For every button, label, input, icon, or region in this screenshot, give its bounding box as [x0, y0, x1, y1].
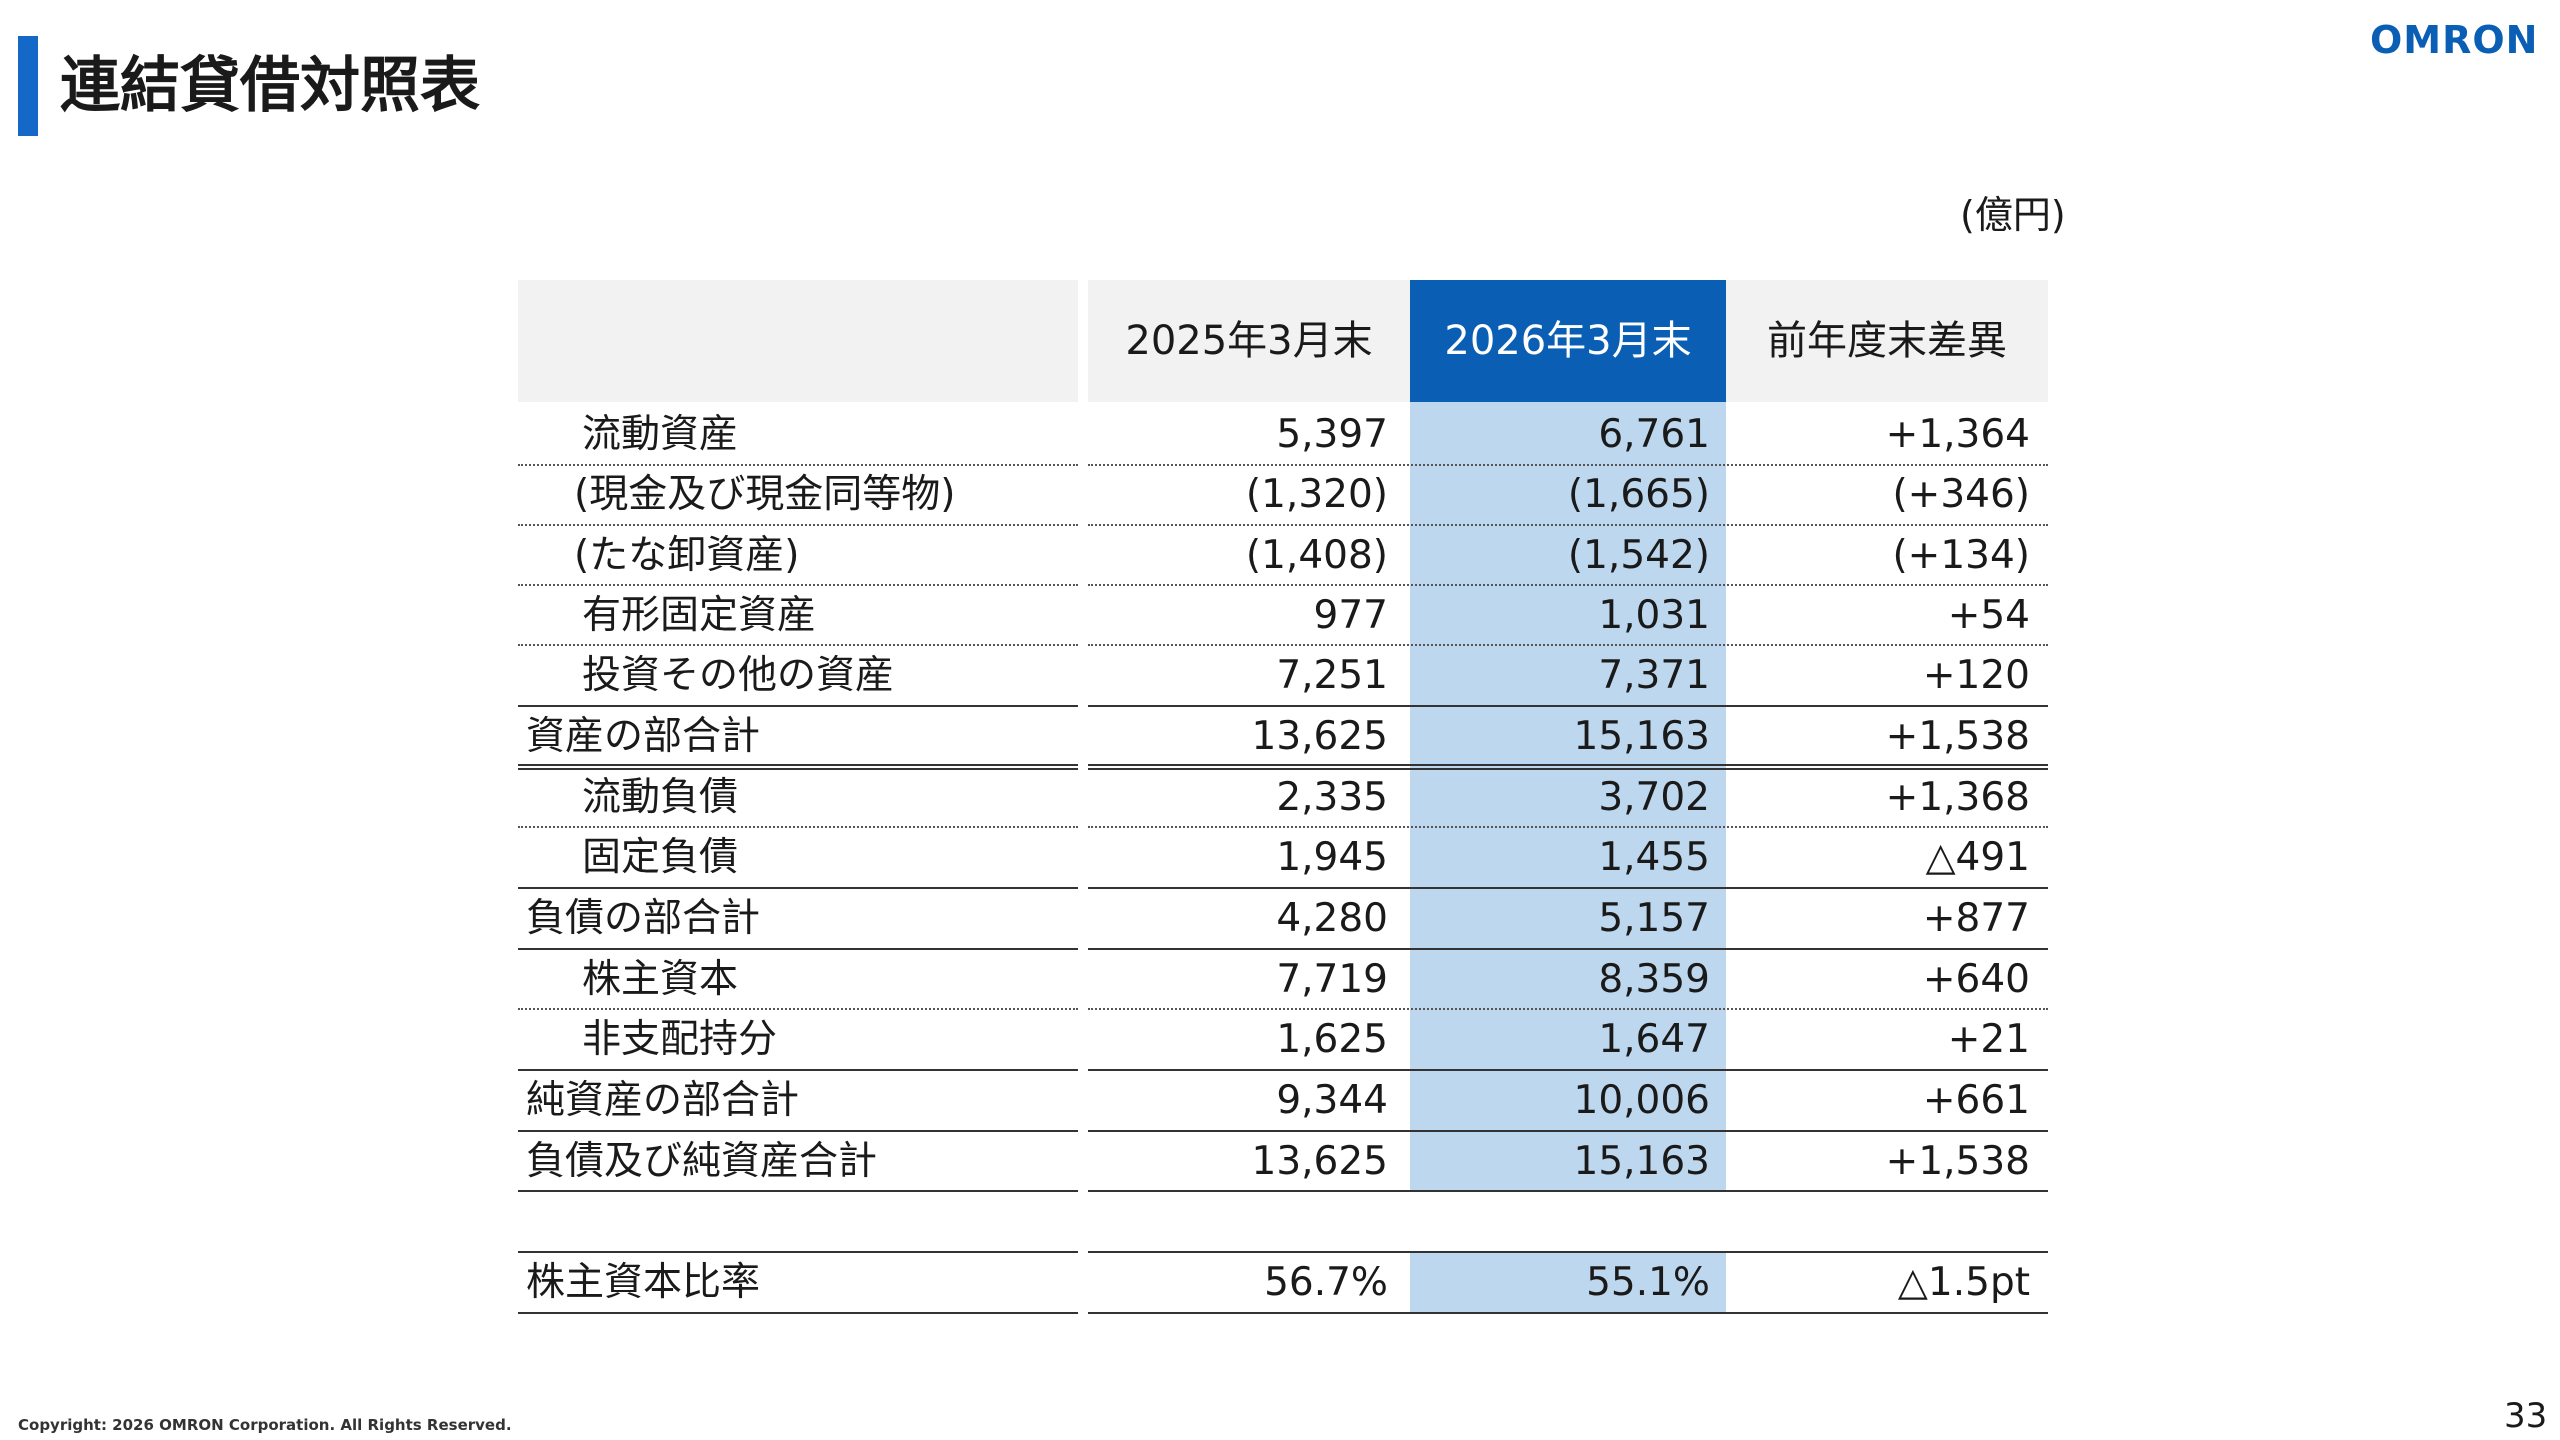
value-fy2025: 13,625 [1251, 1139, 1388, 1184]
value-fy2025: 13,625 [1251, 714, 1388, 759]
value-fy2025: 9,344 [1276, 1078, 1388, 1123]
value-fy2025: 977 [1313, 593, 1388, 638]
page-title: 連結貸借対照表 [60, 51, 480, 121]
value-fy2026: 55.1% [1586, 1260, 1710, 1305]
page-number: 33 [2504, 1396, 2548, 1436]
table-row: 流動資産 5,397 6,761 +1,364 [518, 404, 2048, 465]
value-fy2026: 3,702 [1598, 775, 1710, 820]
value-fy2026: 5,157 [1598, 896, 1710, 941]
value-fy2026: 8,359 [1598, 957, 1710, 1002]
value-diff: (+346) [1892, 472, 2030, 517]
row-label: 資産の部合計 [526, 714, 761, 759]
table-row-total: 純資産の部合計 9,344 10,006 +661 [518, 1070, 2048, 1131]
header-fy2026: 2026年3月末 [1444, 318, 1692, 364]
value-fy2025: 2,335 [1276, 775, 1388, 820]
value-fy2026: 1,647 [1598, 1017, 1710, 1062]
value-fy2026: 10,006 [1573, 1078, 1710, 1123]
value-diff: +1,538 [1885, 1139, 2030, 1184]
value-diff: △491 [1925, 835, 2030, 880]
table-row: (たな卸資産) (1,408) (1,542) (+134) [518, 525, 2048, 586]
value-fy2025: (1,408) [1245, 533, 1388, 578]
table-row-ratio: 株主資本比率 56.7% 55.1% △1.5pt [518, 1252, 2048, 1313]
value-diff: +1,368 [1885, 775, 2030, 820]
table-row: 株主資本 7,719 8,359 +640 [518, 949, 2048, 1010]
row-label: 負債及び純資産合計 [526, 1139, 878, 1184]
value-fy2025: 4,280 [1276, 896, 1388, 941]
omron-logo: OMRON [2370, 18, 2539, 62]
row-label: (現金及び現金同等物) [574, 472, 956, 517]
header-cell-fy2025 [1088, 280, 1410, 402]
value-fy2026: 15,163 [1573, 1139, 1710, 1184]
header-cell-fy2026 [1410, 280, 1726, 402]
header-fy2025: 2025年3月末 [1125, 318, 1373, 364]
value-fy2025: 56.7% [1264, 1260, 1388, 1305]
highlight-column-ratio [1410, 1252, 1726, 1312]
value-diff: +120 [1922, 653, 2030, 698]
value-diff: +54 [1947, 593, 2030, 638]
header-diff: 前年度末差異 [1767, 318, 2007, 364]
value-fy2026: 7,371 [1598, 653, 1710, 698]
value-diff: +661 [1922, 1078, 2030, 1123]
value-fy2025: 1,625 [1276, 1017, 1388, 1062]
header-cell-diff [1726, 280, 2048, 402]
row-label: 投資その他の資産 [582, 653, 895, 698]
copyright-text: Copyright: 2026 OMRON Corporation. All R… [18, 1416, 512, 1434]
value-fy2025: 5,397 [1276, 412, 1388, 457]
value-fy2026: 15,163 [1573, 714, 1710, 759]
row-label: 負債の部合計 [526, 896, 761, 941]
table-row: 固定負債 1,945 1,455 △491 [518, 827, 2048, 888]
value-fy2025: 1,945 [1276, 835, 1388, 880]
table-row: 投資その他の資産 7,251 7,371 +120 [518, 645, 2048, 706]
row-label: 有形固定資産 [582, 593, 817, 638]
table-row-total: 負債の部合計 4,280 5,157 +877 [518, 888, 2048, 949]
value-diff: +1,364 [1885, 412, 2030, 457]
table-row: 流動負債 2,335 3,702 +1,368 [518, 767, 2048, 828]
row-label: 流動負債 [582, 775, 739, 820]
row-label: 株主資本 [582, 957, 739, 1002]
row-label: 純資産の部合計 [526, 1078, 800, 1123]
value-fy2026: 1,455 [1598, 835, 1710, 880]
value-fy2026: (1,542) [1567, 533, 1710, 578]
row-label: 固定負債 [582, 835, 739, 880]
value-fy2025: (1,320) [1245, 472, 1388, 517]
value-fy2026: (1,665) [1567, 472, 1710, 517]
value-fy2026: 1,031 [1598, 593, 1710, 638]
row-label: 株主資本比率 [526, 1260, 761, 1305]
value-diff: +877 [1922, 896, 2030, 941]
row-label: 非支配持分 [582, 1017, 778, 1062]
row-label: 流動資産 [582, 412, 739, 457]
table-row: 有形固定資産 977 1,031 +54 [518, 585, 2048, 646]
value-fy2025: 7,719 [1276, 957, 1388, 1002]
table-row: (現金及び現金同等物) (1,320) (1,665) (+346) [518, 464, 2048, 525]
title-accent-bar [18, 36, 38, 136]
row-label: (たな卸資産) [574, 533, 800, 578]
value-fy2026: 6,761 [1598, 412, 1710, 457]
value-diff: △1.5pt [1897, 1260, 2030, 1305]
value-fy2025: 7,251 [1276, 653, 1388, 698]
value-diff: +640 [1922, 957, 2030, 1002]
unit-label: (億円) [1960, 193, 2066, 237]
value-diff: +21 [1947, 1017, 2030, 1062]
value-diff: +1,538 [1885, 714, 2030, 759]
table-row: 非支配持分 1,625 1,647 +21 [518, 1009, 2048, 1070]
value-diff: (+134) [1892, 533, 2030, 578]
table-row-total: 負債及び純資産合計 13,625 15,163 +1,538 [518, 1131, 2048, 1192]
header-blank-cell [518, 280, 1078, 402]
highlight-column [1410, 402, 1726, 1190]
table-row-total: 資産の部合計 13,625 15,163 +1,538 [518, 706, 2048, 767]
